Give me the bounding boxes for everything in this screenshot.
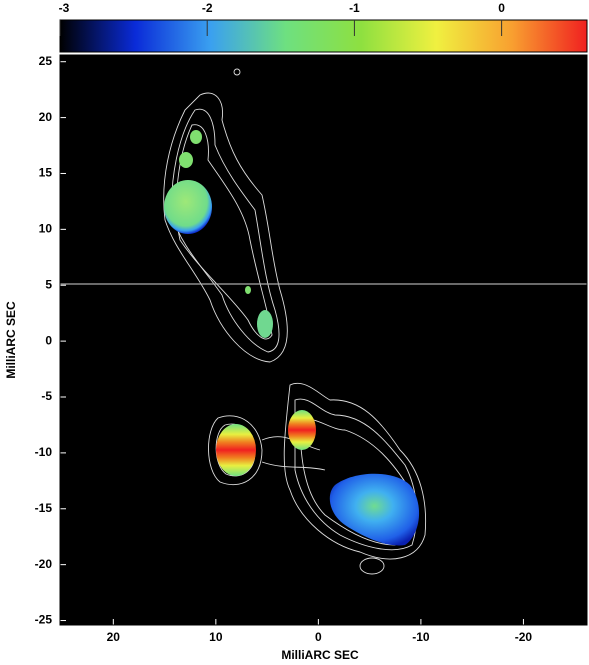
y-tick-label: 10 bbox=[39, 222, 53, 236]
y-tick-label: -25 bbox=[35, 613, 53, 627]
y-tick-label: -10 bbox=[35, 445, 53, 459]
emission-blobs bbox=[164, 130, 420, 546]
colorbar-tick-label: -3 bbox=[59, 1, 70, 15]
x-tick-label: 10 bbox=[209, 630, 223, 644]
x-tick-label: 20 bbox=[107, 630, 121, 644]
plot-area bbox=[60, 55, 587, 625]
x-tick-label: -20 bbox=[515, 630, 533, 644]
y-tick-label: 25 bbox=[39, 54, 53, 68]
x-tick-label: 0 bbox=[315, 630, 322, 644]
y-tick-label: -5 bbox=[41, 389, 52, 403]
plot-frame bbox=[59, 54, 588, 626]
colorbar bbox=[59, 19, 588, 53]
x-tick-label: -10 bbox=[412, 630, 430, 644]
colorbar-tick-label: 0 bbox=[498, 1, 505, 15]
colorbar-tick-label: -2 bbox=[202, 1, 213, 15]
y-tick-label: 20 bbox=[39, 110, 53, 124]
colorbar-tick-label: -1 bbox=[349, 1, 360, 15]
y-tick-label: -20 bbox=[35, 557, 53, 571]
x-axis-label: MilliARC SEC bbox=[281, 648, 359, 662]
y-tick-label: 0 bbox=[45, 333, 52, 347]
y-tick-label: 5 bbox=[45, 277, 52, 291]
y-axis-label: MilliARC SEC bbox=[4, 301, 18, 379]
y-tick-label: -15 bbox=[35, 501, 53, 515]
y-tick-label: 15 bbox=[39, 166, 53, 180]
